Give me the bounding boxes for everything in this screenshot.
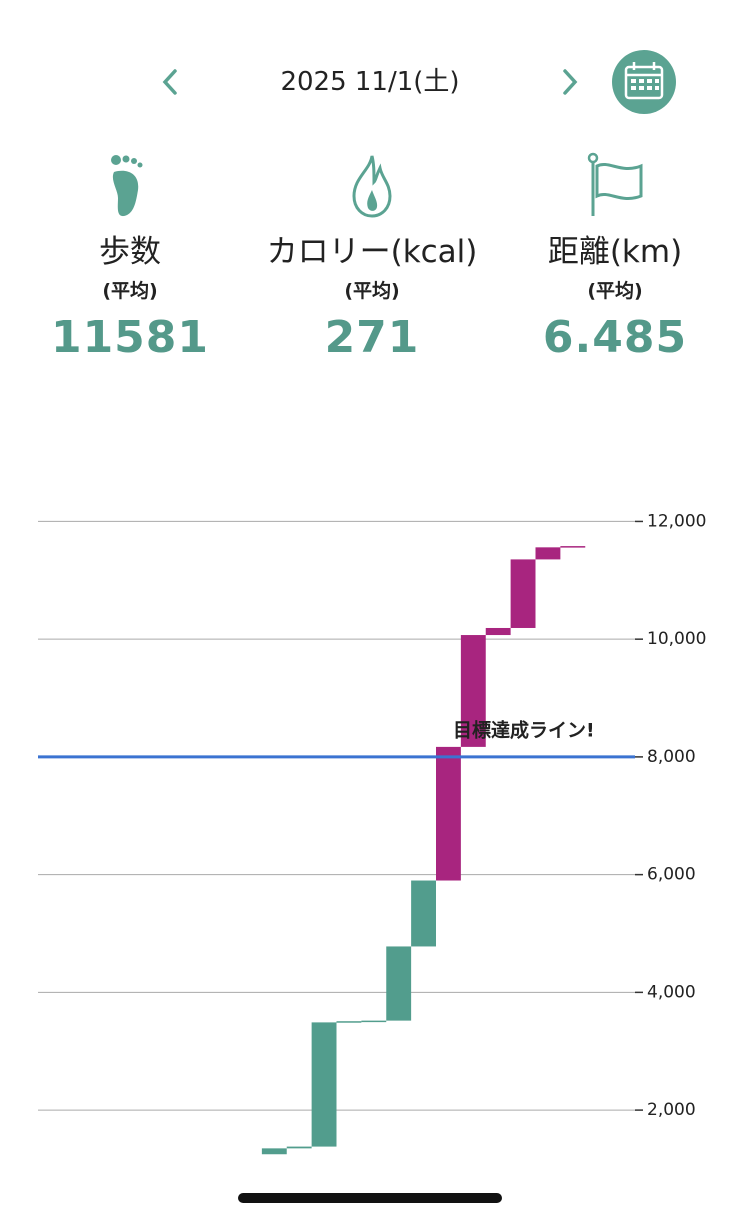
stat-value: 271 xyxy=(324,312,420,363)
bar xyxy=(510,559,536,628)
bar xyxy=(336,1021,362,1023)
stat-distance: 距離(km) (平均) 6.485 xyxy=(495,150,735,363)
date: 2025 11/1(土) xyxy=(280,67,460,97)
stat-steps: 歩数 (平均) 11581 xyxy=(10,150,250,363)
flag-icon xyxy=(587,152,643,216)
bar xyxy=(460,635,486,747)
bar xyxy=(286,1146,312,1149)
stat-label: カロリー(kcal) xyxy=(266,234,478,270)
stat-label: 距離(km) xyxy=(547,234,683,270)
y-tick-label: 8,000 xyxy=(647,747,696,767)
calendar-button[interactable] xyxy=(610,48,678,116)
bar xyxy=(560,546,586,548)
bar xyxy=(386,946,412,1021)
stat-calorie: カロリー(kcal) (平均) 271 xyxy=(252,150,492,363)
home-indicator xyxy=(238,1193,502,1203)
bar xyxy=(535,547,561,560)
bar xyxy=(436,746,461,881)
foot-icon xyxy=(111,155,143,217)
next-button[interactable] xyxy=(558,68,582,96)
prev-button[interactable] xyxy=(158,68,182,96)
stat-sub: (平均) xyxy=(102,280,158,302)
stat-label: 歩数 xyxy=(99,234,161,270)
bar xyxy=(311,1022,337,1147)
date-bar: 2025 11/1(土) xyxy=(0,50,740,114)
flame-icon xyxy=(352,155,392,218)
y-tick-label: 6,000 xyxy=(647,865,696,885)
bar xyxy=(411,880,436,947)
bar xyxy=(361,1020,387,1023)
stat-sub: (平均) xyxy=(587,280,643,302)
y-tick-label: 4,000 xyxy=(647,982,696,1002)
y-tick-label: 2,000 xyxy=(647,1100,696,1120)
stat-value: 6.485 xyxy=(542,312,688,363)
bar xyxy=(261,1148,287,1155)
y-tick-label: 12,000 xyxy=(647,511,706,531)
stat-value: 11581 xyxy=(50,312,210,363)
goal-label: 目標達成ライン! xyxy=(453,718,595,741)
y-tick-label: 10,000 xyxy=(647,629,706,649)
bar xyxy=(485,627,511,636)
stat-sub: (平均) xyxy=(344,280,400,302)
